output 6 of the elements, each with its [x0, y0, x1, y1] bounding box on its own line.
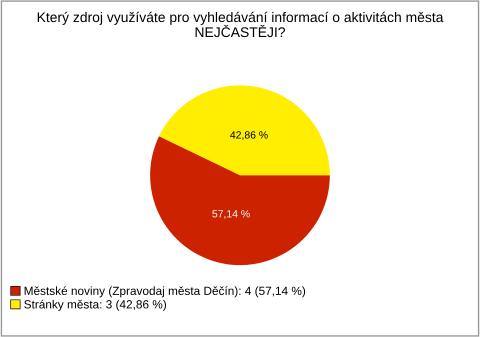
legend-label: Městské noviny (Zpravodaj města Děčín): 4 (57,14 %) [24, 286, 306, 298]
chart-title: Který zdroj využíváte pro vyhledávání informací o aktivitách města NEJČASTĚJI? [38, 12, 444, 38]
data-label: 42,86 % [230, 131, 268, 140]
legend-label: Stránky města: 3 (42,86 %) [24, 300, 166, 311]
pie-slice [159, 85, 330, 176]
data-label: 57,14 % [212, 210, 250, 219]
